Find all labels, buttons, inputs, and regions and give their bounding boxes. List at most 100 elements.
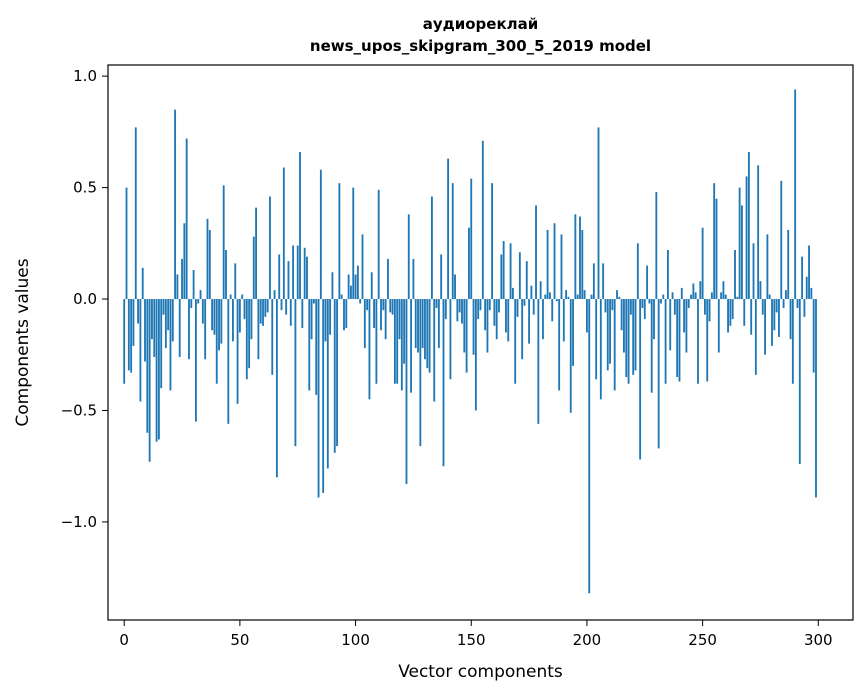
- bar: [336, 299, 338, 447]
- bar: [468, 227, 470, 300]
- bar: [597, 127, 600, 300]
- plot-frame: [107, 64, 854, 621]
- bar: [236, 299, 239, 404]
- bar: [347, 274, 350, 300]
- bar: [780, 180, 783, 300]
- bar: [484, 299, 487, 331]
- bar: [257, 299, 260, 360]
- bar: [287, 261, 290, 300]
- bar: [507, 299, 510, 342]
- bar: [632, 299, 635, 375]
- bar: [440, 254, 443, 300]
- bar: [213, 299, 216, 335]
- bar: [417, 299, 419, 353]
- bar: [412, 258, 415, 300]
- bar: [319, 169, 322, 300]
- bar: [671, 292, 674, 300]
- bar: [796, 299, 799, 308]
- bar: [405, 299, 408, 485]
- bar: [130, 299, 133, 373]
- bar: [666, 250, 669, 300]
- bar: [743, 299, 746, 326]
- bar: [551, 299, 554, 322]
- bar: [717, 299, 720, 353]
- bar: [470, 178, 473, 300]
- bar: [151, 299, 153, 340]
- bar: [458, 299, 461, 313]
- bar: [171, 299, 174, 342]
- bar: [548, 292, 551, 300]
- bar: [491, 183, 493, 300]
- bar: [523, 299, 526, 306]
- y-tick-label: −1.0: [61, 513, 97, 531]
- bar: [784, 290, 787, 300]
- bar: [373, 299, 375, 329]
- bar: [560, 234, 563, 300]
- y-axis-label: Components values: [13, 258, 33, 426]
- bar: [255, 207, 257, 300]
- bar: [479, 299, 482, 311]
- bar: [676, 299, 679, 378]
- bar: [629, 299, 632, 315]
- bar: [326, 299, 329, 469]
- x-tick-label: 100: [341, 631, 370, 649]
- bar: [317, 299, 320, 498]
- bar: [273, 290, 276, 300]
- bar: [701, 227, 704, 300]
- bar: [708, 299, 711, 322]
- bar: [801, 256, 804, 300]
- bar: [275, 299, 278, 478]
- bar: [634, 299, 637, 371]
- bar: [636, 243, 639, 300]
- bar: [773, 299, 776, 331]
- bar: [542, 299, 544, 340]
- bar: [134, 127, 137, 300]
- bar: [194, 299, 197, 422]
- bar: [815, 299, 817, 498]
- bar: [518, 252, 521, 300]
- bar: [444, 299, 447, 320]
- bar: [164, 299, 167, 349]
- bar: [245, 299, 248, 380]
- x-tick-label: 50: [230, 631, 249, 649]
- bar: [613, 299, 616, 391]
- bar: [428, 299, 431, 373]
- bar: [197, 299, 200, 304]
- bar: [736, 296, 739, 300]
- bar: [123, 299, 126, 384]
- bar: [366, 299, 369, 311]
- bar: [641, 299, 644, 308]
- bar: [555, 299, 558, 302]
- bar: [620, 299, 623, 331]
- bar: [502, 241, 505, 300]
- bar: [137, 299, 139, 324]
- bar: [363, 299, 366, 349]
- bar: [505, 299, 507, 333]
- bar: [407, 214, 410, 300]
- bar: [639, 299, 642, 460]
- bar: [218, 299, 220, 351]
- bar: [664, 299, 667, 384]
- bar: [292, 245, 295, 300]
- bar: [750, 299, 753, 335]
- bar: [771, 299, 773, 346]
- bar: [322, 299, 325, 493]
- bar: [183, 223, 186, 300]
- bar: [558, 299, 561, 391]
- bar: [611, 299, 614, 311]
- bar: [567, 296, 570, 300]
- bar: [546, 229, 549, 300]
- bar: [602, 263, 605, 300]
- bar: [338, 183, 341, 300]
- bar: [278, 254, 281, 300]
- bar: [264, 299, 267, 317]
- bar: [576, 294, 579, 300]
- bar: [201, 299, 204, 324]
- bar: [687, 299, 690, 308]
- bar: [454, 274, 456, 300]
- bar: [789, 299, 792, 340]
- bar: [685, 299, 688, 353]
- bar: [248, 299, 251, 369]
- bar: [537, 299, 540, 424]
